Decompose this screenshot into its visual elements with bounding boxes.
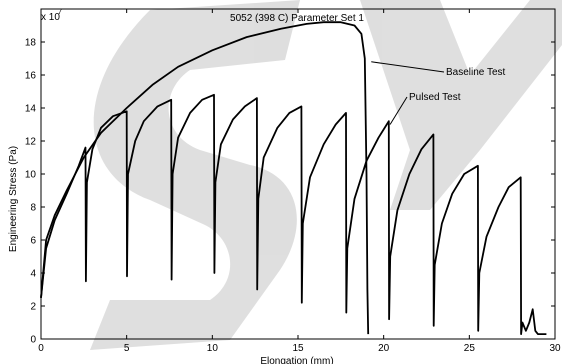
chart-title: 5052 (398 C) Parameter Set 1: [230, 13, 364, 24]
y-tick-label: 10: [25, 170, 37, 181]
x-axis-label: Elongation (mm): [260, 356, 333, 364]
y-tick-label: 14: [25, 104, 37, 115]
x-tick-label: 5: [124, 343, 130, 354]
series-layer: [40, 21, 547, 336]
x-tick-label: 20: [378, 343, 390, 354]
x-tick-label: 25: [464, 343, 476, 354]
annotation-arrow: [389, 96, 408, 125]
series-line-pulsed-test: [40, 93, 547, 336]
x-tick-label: 0: [38, 343, 44, 354]
x-tick-label: 30: [549, 343, 561, 354]
annotation-layer: Baseline Test Pulsed Test: [371, 61, 506, 125]
y-tick-label: 6: [30, 236, 36, 247]
y-multiplier-label: x 10: [41, 12, 60, 23]
annotation-label: Baseline Test: [446, 67, 506, 78]
y-tick-label: 12: [25, 137, 37, 148]
y-tick-label: 18: [25, 38, 37, 49]
y-tick-label: 16: [25, 71, 37, 82]
y-axis-ticks: 0 2 4 6 8 10 12 14 16 18: [25, 38, 555, 346]
x-tick-label: 10: [207, 343, 219, 354]
annotation-arrow: [371, 61, 445, 73]
y-multiplier-exponent: 7: [58, 9, 62, 16]
y-tick-label: 8: [30, 203, 36, 214]
x-axis-ticks: 0 5 10 15 20 25 30: [38, 9, 561, 354]
y-axis-label: Engineering Stress (Pa): [8, 146, 19, 252]
y-tick-label: 4: [30, 269, 36, 280]
annotation-label: Pulsed Test: [409, 92, 461, 103]
watermark-logo: [90, 0, 562, 350]
x-tick-label: 15: [292, 343, 304, 354]
y-tick-label: 0: [30, 335, 36, 346]
y-tick-label: 2: [30, 302, 36, 313]
plot-area: 0 5 10 15 20 25 30 0 2 4 6 8 10 12 14 16 18 Baseline Te…: [25, 8, 561, 354]
